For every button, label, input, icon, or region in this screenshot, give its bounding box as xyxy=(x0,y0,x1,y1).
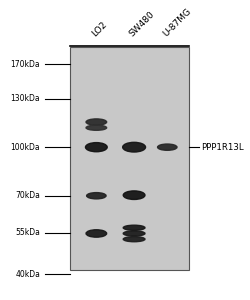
Text: 100kDa: 100kDa xyxy=(11,143,40,152)
Ellipse shape xyxy=(86,119,107,125)
Ellipse shape xyxy=(123,237,145,242)
Ellipse shape xyxy=(123,225,145,230)
Text: SW480: SW480 xyxy=(128,9,156,38)
Text: 130kDa: 130kDa xyxy=(11,94,40,103)
Ellipse shape xyxy=(158,144,177,150)
Ellipse shape xyxy=(86,230,107,237)
Ellipse shape xyxy=(123,231,145,236)
Ellipse shape xyxy=(123,142,146,152)
Ellipse shape xyxy=(123,191,145,200)
Text: 170kDa: 170kDa xyxy=(11,60,40,69)
Text: PPP1R13L: PPP1R13L xyxy=(202,143,244,152)
Ellipse shape xyxy=(86,125,107,130)
Ellipse shape xyxy=(86,193,106,199)
Text: 70kDa: 70kDa xyxy=(16,191,40,200)
Text: 55kDa: 55kDa xyxy=(16,228,40,237)
Bar xyxy=(70,47,189,270)
Text: U-87MG: U-87MG xyxy=(161,6,193,38)
Text: LO2: LO2 xyxy=(90,20,108,38)
Ellipse shape xyxy=(86,142,107,152)
Text: 40kDa: 40kDa xyxy=(16,270,40,279)
